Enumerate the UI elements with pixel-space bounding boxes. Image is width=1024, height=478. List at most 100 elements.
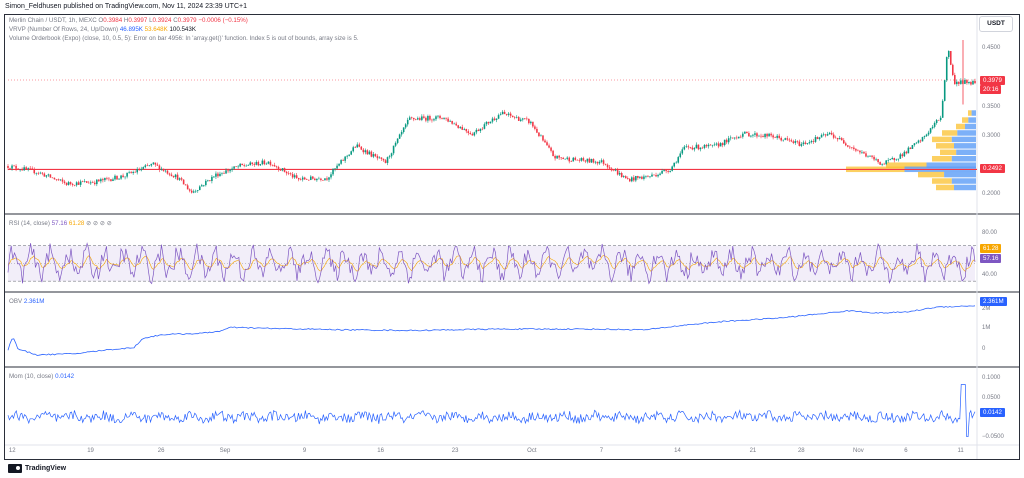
vrvp-name: VRVP (Number Of Rows, 24, Up/Down)	[9, 26, 119, 33]
candle-body	[170, 174, 173, 177]
candle-body	[358, 144, 361, 147]
candle-body	[449, 120, 451, 122]
candle-body	[332, 169, 334, 175]
candle-body	[39, 172, 42, 174]
candle-body	[727, 138, 730, 143]
candle-body	[257, 161, 260, 166]
obv-legend[interactable]: OBV 2.361M	[9, 297, 44, 306]
candle-body	[687, 146, 690, 148]
candle-body	[67, 182, 70, 185]
candle-body	[15, 165, 17, 169]
candle-body	[871, 155, 873, 157]
candle-body	[120, 175, 122, 179]
candle-body	[923, 136, 926, 138]
candle-body	[752, 134, 754, 136]
mom-legend[interactable]: Mom (10, close) 0.0142	[9, 372, 74, 381]
volume-profile-down	[918, 171, 945, 178]
tradingview-logo[interactable]: TradingView	[8, 464, 66, 473]
candle-body	[861, 152, 863, 153]
candle-body	[560, 157, 562, 159]
candle-body	[600, 160, 603, 162]
candle-body	[810, 141, 813, 143]
candle-body	[96, 179, 98, 185]
chart-frame[interactable]	[4, 14, 1020, 460]
candle-body	[610, 168, 613, 171]
candle-body	[392, 145, 395, 154]
candle-body	[164, 170, 167, 172]
candle-body	[542, 135, 544, 141]
candle-body	[594, 161, 597, 163]
candle-body	[241, 163, 243, 165]
candle-body	[972, 80, 974, 85]
volume-profile-down	[956, 123, 965, 130]
candle-body	[592, 158, 595, 163]
candle-body	[958, 81, 960, 84]
candle-body	[507, 113, 510, 115]
vrvp-up-volume: 46.895K	[119, 26, 143, 33]
candle-body	[287, 173, 290, 174]
candle-body	[659, 173, 661, 175]
candle-body	[778, 135, 780, 138]
candle-body	[556, 155, 558, 159]
symbol-name[interactable]: Merlin Chain / USDT, 1h, MEXC	[9, 17, 97, 24]
candle-body	[291, 174, 294, 178]
candle-body	[142, 167, 145, 169]
currency-button[interactable]: USDT	[979, 16, 1013, 32]
candle-body	[29, 168, 32, 169]
time-axis-label: Sep	[219, 448, 231, 454]
candle-body	[758, 135, 760, 137]
candle-body	[703, 145, 706, 148]
candle-body	[412, 117, 415, 120]
candle-body	[851, 147, 853, 148]
candle-body	[493, 118, 496, 120]
candle-body	[742, 133, 744, 137]
candle-body	[633, 177, 635, 181]
candle-body	[746, 131, 748, 134]
candle-body	[245, 165, 248, 167]
candle-body	[419, 118, 421, 120]
candle-body	[154, 162, 157, 165]
candle-body	[699, 147, 702, 150]
candle-body	[830, 132, 833, 135]
candle-body	[933, 122, 936, 127]
candle-body	[23, 167, 25, 171]
candle-body	[61, 179, 64, 182]
candle-body	[731, 137, 734, 139]
candle-body	[201, 185, 203, 187]
orderbook-legend[interactable]: Volume Orderbook (Expo) (close, 10, 0.5,…	[9, 34, 359, 43]
candle-body	[198, 186, 201, 191]
candle-body	[681, 149, 684, 154]
candle-body	[907, 147, 910, 154]
candle-body	[340, 160, 342, 164]
candle-body	[929, 128, 932, 133]
candle-body	[637, 176, 639, 178]
candle-body	[941, 100, 944, 118]
candle-body	[614, 170, 617, 171]
candle-body	[307, 179, 310, 181]
candle-body	[582, 158, 585, 161]
vrvp-legend[interactable]: VRVP (Number Of Rows, 24, Up/Down) 46.89…	[9, 25, 196, 34]
candle-body	[269, 161, 272, 165]
candle-body	[354, 147, 357, 148]
candle-body	[79, 181, 82, 185]
candle-body	[853, 147, 855, 150]
time-axis-label: 7	[599, 448, 604, 454]
candle-body	[647, 176, 649, 177]
candle-body	[816, 137, 819, 140]
candle-body	[437, 115, 439, 117]
candle-body	[229, 170, 231, 172]
candle-body	[283, 168, 286, 172]
candle-body	[657, 174, 659, 177]
candle-body	[310, 176, 312, 180]
volume-profile-up	[957, 130, 976, 136]
rsi-legend[interactable]: RSI (14, close) 57.16 61.28 ⊘ ⊘ ⊘ ⊘	[9, 219, 112, 228]
candle-body	[645, 176, 647, 177]
candle-body	[215, 173, 217, 177]
candle-body	[425, 117, 427, 121]
candle-body	[467, 131, 470, 134]
candle-body	[949, 51, 952, 65]
candle-body	[685, 146, 688, 147]
low-label: L	[149, 17, 153, 24]
candle-body	[546, 142, 548, 146]
